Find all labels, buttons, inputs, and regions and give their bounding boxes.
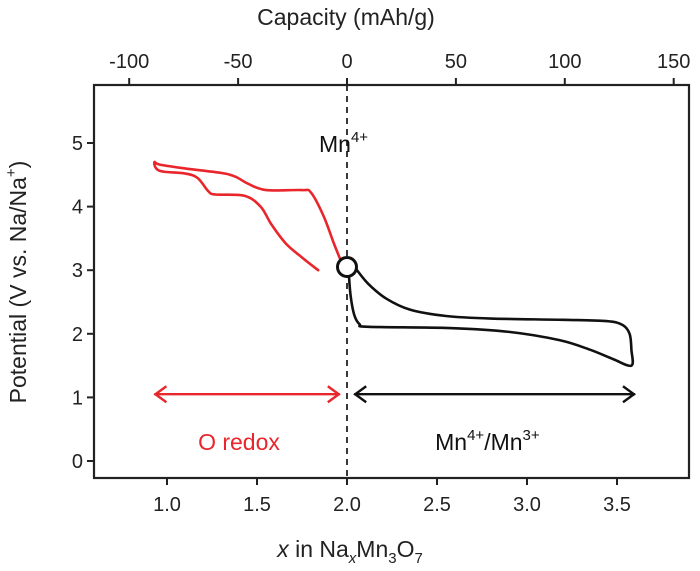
annotation-mn-part2: /Mn xyxy=(484,429,522,455)
start-point-marker xyxy=(336,256,358,279)
x-axis-title-o: O xyxy=(397,536,415,562)
x-tick-label: 1.5 xyxy=(243,494,271,516)
y-tick-label: 5 xyxy=(72,133,83,155)
y-tick-label: 0 xyxy=(72,451,83,473)
annotation-mn4plus-base: Mn xyxy=(319,131,351,157)
x2-tick-label: 0 xyxy=(341,51,352,73)
x2-tick-label: 50 xyxy=(445,51,467,73)
x2-axis: -100 -50 0 50 100 150 xyxy=(109,51,690,85)
y-axis-title-main: Potential (V vs. Na/Na xyxy=(5,177,31,403)
y-tick-label: 3 xyxy=(72,260,83,282)
y-axis-title-end: ) xyxy=(5,161,31,169)
annotation-o-redox: O redox xyxy=(198,429,280,455)
x-axis-title-sub3: 7 xyxy=(414,550,422,567)
annotation-mn4plus-sup: 4+ xyxy=(351,129,368,146)
annotation-mn4plus: Mn4+ xyxy=(319,129,368,157)
x-axis: 1.0 1.5 2.0 2.5 3.0 3.5 xyxy=(153,478,631,516)
x-tick-label: 1.0 xyxy=(153,494,181,516)
x2-tick-label: -100 xyxy=(109,51,149,73)
x-tick-label: 3.5 xyxy=(603,494,631,516)
arrow-head-right xyxy=(327,385,341,404)
annotation-mn4-mn3: Mn4+/Mn3+ xyxy=(435,427,540,455)
arrows-layer xyxy=(153,385,637,404)
series-mn-redox-curve xyxy=(347,267,635,368)
series-o-redox-curve xyxy=(152,160,345,272)
x-axis-title-sub1: x xyxy=(348,550,357,567)
x-axis-title-text: in Na xyxy=(289,536,349,562)
y-axis: 0 1 2 3 4 5 xyxy=(72,133,94,473)
o-redox-range-arrow xyxy=(153,385,341,404)
x-tick-label: 3.0 xyxy=(513,494,541,516)
annotation-mn-sup1: 4+ xyxy=(467,427,484,444)
x-axis-title-var: x xyxy=(276,536,290,562)
plot-frame xyxy=(92,83,691,480)
x-axis-title: x in NaxMn3O7 xyxy=(276,536,423,567)
series-layer xyxy=(152,160,635,368)
x2-axis-title: Capacity (mAh/g) xyxy=(257,4,435,30)
x-axis-title-sub2: 3 xyxy=(388,550,396,567)
mn-redox-range-arrow xyxy=(353,385,637,404)
arrow-head-right xyxy=(622,385,637,404)
x2-tick-label: 100 xyxy=(548,51,581,73)
y-axis-title-sup: + xyxy=(3,168,20,177)
y-axis-title: Potential (V vs. Na/Na+) xyxy=(3,161,31,404)
annotation-mn-sup2: 3+ xyxy=(523,427,540,444)
x-tick-label: 2.0 xyxy=(333,494,361,516)
y-tick-label: 1 xyxy=(72,387,83,409)
x-tick-label: 2.5 xyxy=(423,494,451,516)
arrow-head-left xyxy=(353,385,367,404)
annotation-mn-part1: Mn xyxy=(435,429,467,455)
y-tick-label: 2 xyxy=(72,324,83,346)
x-axis-title-mn: Mn xyxy=(356,536,388,562)
x2-tick-label: 150 xyxy=(657,51,690,73)
y-tick-label: 4 xyxy=(72,197,83,219)
arrow-head-left xyxy=(153,385,168,404)
x2-tick-label: -50 xyxy=(224,51,253,73)
